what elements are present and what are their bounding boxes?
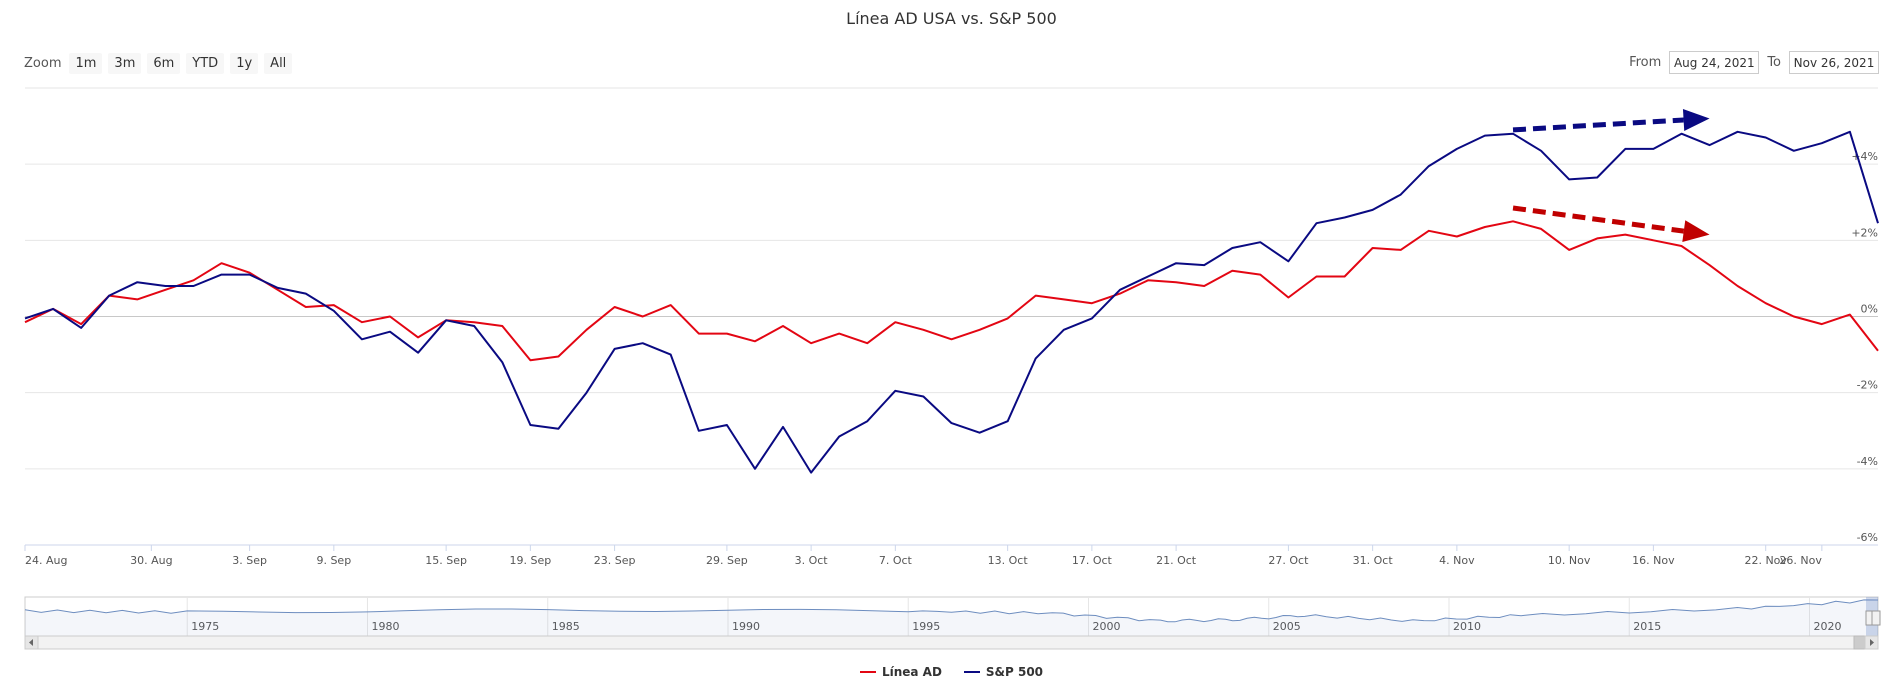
- series-lines: [24, 130, 1879, 474]
- date-range-selector: From To: [1629, 51, 1879, 74]
- navigator-area: [25, 599, 1878, 636]
- x-tick-label: 24. Aug: [25, 554, 67, 567]
- navigator-tick-label: 1985: [552, 620, 580, 633]
- navigator[interactable]: 1975 1980 1985 1990 1995 2000 2005 2010 2015 2020: [24, 596, 1881, 650]
- series-line-spx: [24, 130, 1879, 474]
- to-date-input[interactable]: [1789, 51, 1879, 74]
- navigator-tick-label: 1980: [371, 620, 399, 633]
- to-label: To: [1767, 55, 1781, 70]
- x-tick-label: 30. Aug: [130, 554, 172, 567]
- series-line-ad: [24, 220, 1879, 362]
- zoom-1m-button[interactable]: 1m: [69, 53, 103, 74]
- y-tick-label: -4%: [1857, 455, 1878, 468]
- y-tick-label: +2%: [1851, 226, 1878, 239]
- zoom-3m-button[interactable]: 3m: [108, 53, 142, 74]
- chart-title: Línea AD USA vs. S&P 500: [846, 9, 1057, 28]
- navigator-tick-label: 2005: [1273, 620, 1301, 633]
- legend: Línea AD S&P 500: [0, 665, 1903, 679]
- from-date-input[interactable]: [1669, 51, 1760, 74]
- x-tick-label: 21. Oct: [1156, 554, 1197, 567]
- x-tick-label: 4. Nov: [1439, 554, 1475, 567]
- navigator-handle-right: [1871, 610, 1881, 626]
- y-tick-label: -2%: [1857, 379, 1878, 392]
- spx-trend-arrow: [1512, 117, 1684, 133]
- x-tick-label: 19. Sep: [509, 554, 551, 567]
- zoom-6m-button[interactable]: 6m: [147, 53, 181, 74]
- navigator-tick-label: 2000: [1092, 620, 1120, 633]
- x-tick-label: 26. Nov: [1779, 554, 1822, 567]
- x-tick-label: 16. Nov: [1632, 554, 1675, 567]
- zoom-1y-button[interactable]: 1y: [230, 53, 259, 74]
- y-tick-label: -6%: [1857, 531, 1878, 544]
- zoom-ytd-button[interactable]: YTD: [186, 53, 225, 74]
- legend-item-spx[interactable]: S&P 500: [963, 665, 1044, 679]
- zoom-controls: Zoom 1m 3m 6m YTD 1y All: [24, 53, 293, 74]
- zoom-label: Zoom: [24, 56, 62, 71]
- chart-svg: -6%-4%-2%0%+2%+4% 24. Aug 30. Aug 3. Sep 9.…: [24, 87, 1881, 650]
- legend-swatch-spx: [963, 671, 980, 673]
- navigator-frame: [24, 596, 1879, 637]
- annotations: [1512, 108, 1710, 243]
- x-axis: 24. Aug 30. Aug 3. Sep 9. Sep 15. Sep 19. Sep…: [24, 544, 1878, 567]
- legend-swatch-ad: [859, 671, 876, 673]
- navigator-tick-label: 1995: [912, 620, 940, 633]
- x-tick-label: 3. Oct: [795, 554, 829, 567]
- zoom-all-button[interactable]: All: [264, 53, 293, 74]
- legend-label-spx: S&P 500: [985, 665, 1044, 679]
- x-tick-label: 31. Oct: [1353, 554, 1394, 567]
- legend-item-ad[interactable]: Línea AD: [859, 665, 942, 679]
- legend-label-ad: Línea AD: [881, 665, 942, 679]
- ad-arrow-head: [1682, 220, 1710, 243]
- navigator-tick-label: 2015: [1633, 620, 1661, 633]
- chevron-left-icon: [29, 639, 33, 646]
- x-tick-label: 7. Oct: [879, 554, 913, 567]
- navigator-tick-label: 1990: [732, 620, 760, 633]
- x-tick-label: 10. Nov: [1548, 554, 1591, 567]
- scrollbar-thumb: [1853, 635, 1866, 650]
- x-tick-label: 13. Oct: [988, 554, 1029, 567]
- x-tick-label: 3. Sep: [232, 554, 267, 567]
- x-tick-label: 22. Nov: [1744, 554, 1787, 567]
- navigator-tick-label: 2010: [1453, 620, 1481, 633]
- x-tick-label: 29. Sep: [706, 554, 748, 567]
- scrollbar-track: [24, 635, 1879, 650]
- navigator-series-line: [24, 599, 1879, 623]
- navigator-tick-label: 1975: [191, 620, 219, 633]
- y-tick-label: 0%: [1861, 303, 1878, 316]
- x-tick-label: 17. Oct: [1072, 554, 1113, 567]
- ad-trend-arrow: [1512, 205, 1685, 234]
- navigator-tick-label: 2020: [1814, 620, 1842, 633]
- x-tick-label: 9. Sep: [316, 554, 351, 567]
- chevron-right-icon: [1870, 639, 1874, 646]
- x-tick-label: 27. Oct: [1268, 554, 1309, 567]
- spx-arrow-head: [1682, 108, 1710, 131]
- x-tick-label: 15. Sep: [425, 554, 467, 567]
- from-label: From: [1629, 55, 1662, 70]
- x-tick-label: 23. Sep: [594, 554, 636, 567]
